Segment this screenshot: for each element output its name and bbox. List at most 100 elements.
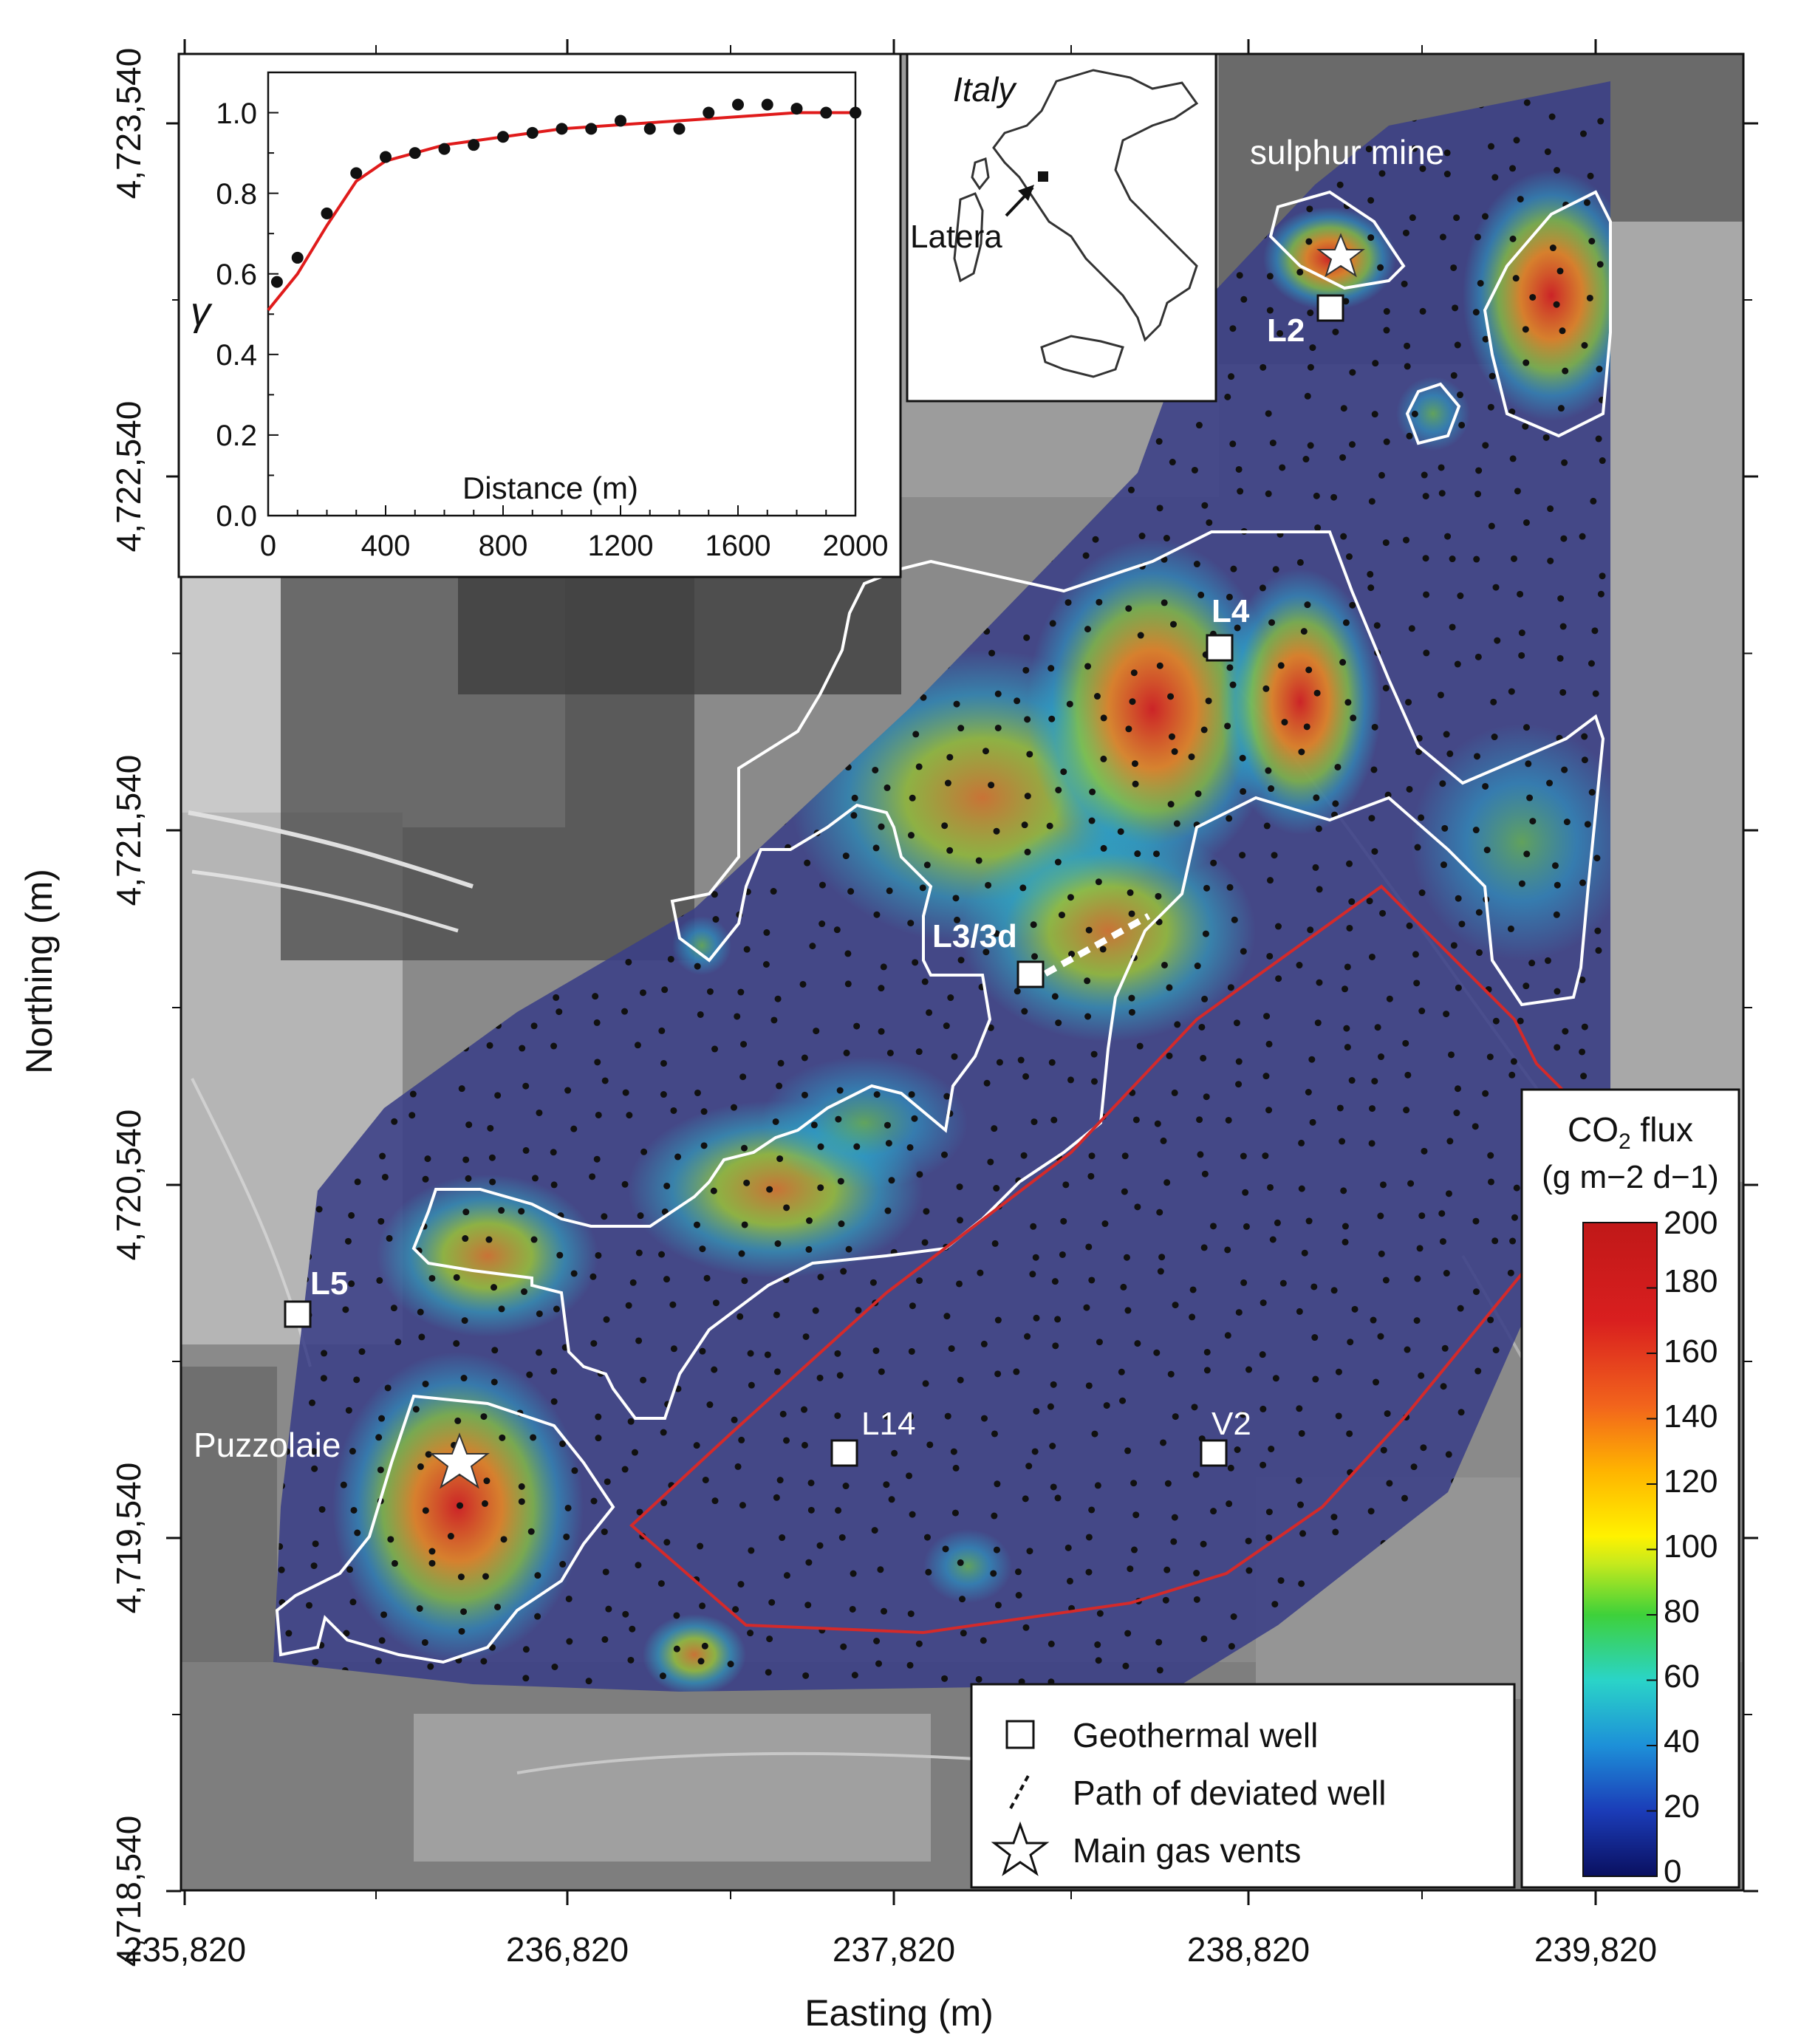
sample-point xyxy=(1274,1219,1281,1226)
colorbar-title: CO2 flux xyxy=(1568,1110,1693,1154)
sample-point xyxy=(1563,818,1571,826)
sample-point xyxy=(1492,1347,1500,1354)
sample-point xyxy=(907,1610,915,1618)
y-tick-label: 4,718,540 xyxy=(109,1816,148,1967)
sample-point xyxy=(499,1434,506,1441)
sample-point xyxy=(1130,669,1138,677)
sample-point xyxy=(1262,1152,1269,1160)
sample-point xyxy=(1305,1217,1313,1225)
sample-point xyxy=(1160,1137,1167,1144)
sample-point xyxy=(943,1313,951,1320)
x-tick-label: 238,820 xyxy=(1187,1930,1310,1969)
sample-point xyxy=(711,1366,718,1373)
sample-point xyxy=(1134,1203,1141,1211)
sample-point xyxy=(376,1276,383,1284)
sample-point xyxy=(1523,724,1530,731)
sample-point xyxy=(1129,698,1136,705)
sample-point xyxy=(1509,235,1517,242)
sample-point xyxy=(853,1143,861,1150)
sample-point xyxy=(660,1091,667,1098)
sample-point xyxy=(1332,1528,1339,1536)
sample-point xyxy=(1415,748,1422,756)
sample-point xyxy=(1312,1375,1319,1383)
sample-point xyxy=(1094,1641,1101,1648)
sample-point xyxy=(1454,660,1461,668)
sample-point xyxy=(842,1483,850,1490)
sample-point xyxy=(1452,304,1459,312)
sample-point xyxy=(636,1508,643,1516)
sample-point xyxy=(880,963,887,971)
sample-point xyxy=(783,1204,790,1211)
sample-point xyxy=(1307,363,1314,371)
variogram-x-tick: 400 xyxy=(361,530,411,562)
sample-point xyxy=(1236,272,1243,279)
sample-point xyxy=(1296,558,1304,566)
sample-point xyxy=(1307,926,1314,934)
sample-point xyxy=(536,1109,543,1116)
x-axis-title: Easting (m) xyxy=(804,1992,994,2034)
sample-point xyxy=(1132,1116,1140,1124)
sample-point xyxy=(1022,1073,1030,1080)
sample-point xyxy=(1298,1429,1305,1437)
sample-point xyxy=(1443,731,1450,738)
sample-point xyxy=(1474,233,1481,241)
sample-point xyxy=(1340,405,1347,412)
gas-vent-star-icon xyxy=(1316,233,1365,278)
sample-point xyxy=(1210,859,1217,867)
sample-point xyxy=(1314,1019,1322,1027)
sample-point xyxy=(957,1376,964,1384)
sample-point xyxy=(1445,1451,1452,1458)
sample-point xyxy=(390,1305,397,1312)
sample-point xyxy=(843,1049,850,1056)
sample-point xyxy=(1024,848,1031,855)
sample-point xyxy=(1525,760,1532,768)
sample-point xyxy=(1084,1013,1092,1020)
sample-point xyxy=(1203,884,1211,892)
sample-point xyxy=(1201,502,1209,509)
sample-point xyxy=(1579,130,1587,137)
sample-point xyxy=(812,1307,819,1314)
sample-point xyxy=(1332,800,1339,807)
sample-point xyxy=(1595,947,1602,954)
y-tick-label: 4,721,540 xyxy=(109,755,148,906)
sample-point xyxy=(946,847,954,854)
sample-point xyxy=(1457,1409,1465,1416)
sample-point xyxy=(1403,536,1410,544)
sample-point xyxy=(663,1276,671,1283)
sample-point xyxy=(1064,1544,1072,1551)
sample-point xyxy=(1226,593,1233,601)
sample-point xyxy=(1456,392,1463,399)
sample-point xyxy=(604,1478,611,1486)
sample-point xyxy=(1405,699,1412,706)
sample-point xyxy=(1344,963,1351,971)
sample-point xyxy=(1300,628,1308,635)
sample-point xyxy=(1092,536,1099,543)
sample-point xyxy=(482,1573,489,1580)
sample-point xyxy=(621,1180,629,1188)
sample-point xyxy=(1422,493,1429,500)
sample-point xyxy=(380,1611,388,1619)
sample-point xyxy=(1580,1073,1588,1080)
sample-point xyxy=(1158,1254,1166,1261)
gas-vent-star-icon xyxy=(429,1432,490,1489)
sample-point xyxy=(1118,1368,1125,1375)
sample-point xyxy=(1406,785,1413,793)
sample-point xyxy=(1441,1344,1449,1352)
sample-point xyxy=(500,1536,508,1543)
sample-point xyxy=(1096,1610,1104,1617)
sample-point xyxy=(1401,280,1408,287)
anomaly-outlines xyxy=(275,190,1612,1664)
sample-point xyxy=(494,1603,502,1610)
sample-point xyxy=(872,844,880,852)
sample-point xyxy=(1474,1367,1482,1375)
sample-point xyxy=(1514,488,1521,495)
sample-point xyxy=(1259,1351,1266,1358)
sample-point xyxy=(1314,524,1322,531)
sample-point xyxy=(1132,1511,1140,1519)
colorbar-tick-label: 80 xyxy=(1664,1593,1700,1630)
sample-point xyxy=(906,1472,913,1480)
sample-point xyxy=(994,1370,1002,1378)
sample-point xyxy=(957,725,965,732)
sample-point xyxy=(941,822,949,830)
sample-point xyxy=(1489,372,1496,380)
